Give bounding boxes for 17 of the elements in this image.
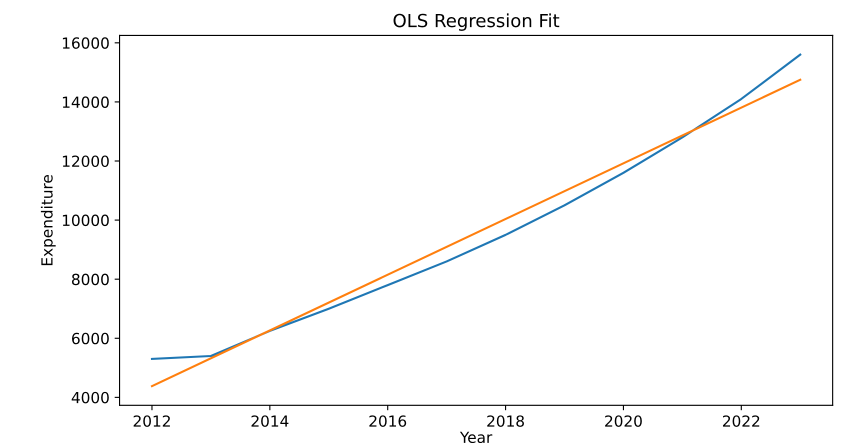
y-tick-label: 14000 [62, 96, 109, 108]
x-tick-label: 2018 [487, 415, 524, 427]
x-tick-label: 2014 [252, 415, 288, 427]
y-tick-label: 10000 [62, 214, 109, 226]
x-axis-title: Year [460, 432, 492, 443]
chart-title: OLS Regression Fit [394, 13, 560, 31]
line-series [150, 54, 802, 360]
y-tick-label: 16000 [62, 37, 109, 49]
x-tick-label: 2020 [605, 415, 642, 427]
y-tick-label: 8000 [72, 274, 109, 286]
x-tick-label: 2012 [134, 415, 170, 427]
y-tick-label: 12000 [62, 155, 109, 168]
x-tick-label: 2016 [369, 415, 406, 427]
y-tick-label: 6000 [72, 332, 109, 344]
y-axis-title: Expenditure [40, 174, 56, 266]
x-tick-label: 2022 [722, 415, 760, 427]
y-tick-label: 4000 [72, 392, 109, 404]
